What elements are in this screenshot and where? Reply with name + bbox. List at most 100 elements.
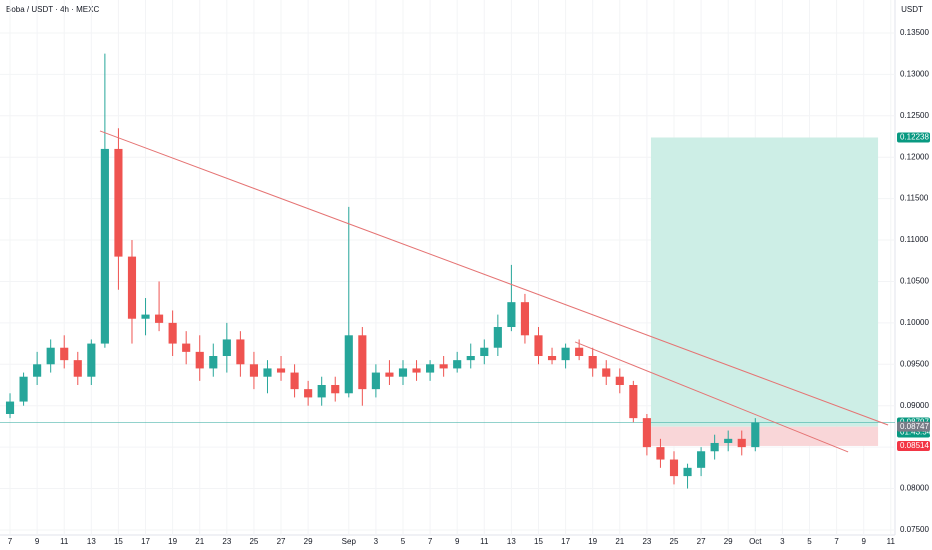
candle-body [114, 148, 123, 257]
candle-body [100, 148, 109, 344]
candle-body [588, 356, 597, 369]
candle-body [73, 360, 82, 377]
candle-body [19, 376, 28, 402]
candle-body [304, 389, 313, 398]
candle-body [466, 356, 475, 361]
target-price-label: 0.12238 [900, 133, 929, 142]
candle-body [453, 360, 462, 369]
y-tick-label: 0.09000 [900, 401, 929, 410]
x-tick-label: 25 [670, 537, 679, 546]
candle-body [182, 343, 191, 352]
candle-body [724, 438, 733, 443]
candle-body [358, 335, 367, 390]
x-tick-label: Oct [749, 537, 762, 546]
x-tick-label: 7 [8, 537, 13, 546]
candle-body [480, 347, 489, 357]
candle-body [656, 447, 665, 460]
candle-body [33, 364, 42, 377]
candle-body [385, 372, 394, 377]
y-tick-label: 0.07500 [900, 525, 929, 534]
x-tick-label: 7 [834, 537, 839, 546]
last-price-label-countdown: 01:43:54 [900, 428, 932, 437]
candle-body [222, 339, 231, 357]
x-tick-label: 9 [35, 537, 40, 546]
entry-price-label-bg [897, 421, 930, 432]
candle-body [439, 364, 448, 369]
candle-body [642, 418, 651, 448]
candle-body [236, 339, 245, 365]
loss-zone [650, 426, 879, 446]
y-tick-label: 0.12500 [900, 111, 929, 120]
x-tick-label: 21 [195, 537, 204, 546]
y-tick-label: 0.13000 [900, 69, 929, 78]
y-tick-label: 0.11000 [900, 235, 929, 244]
y-tick-label: 0.13500 [900, 28, 929, 37]
x-tick-label: 7 [428, 537, 433, 546]
candle-body [426, 364, 435, 373]
y-tick-label: 0.08000 [900, 484, 929, 493]
stop-price-label: 0.08514 [900, 441, 929, 450]
candle-body [398, 368, 408, 377]
candle-body [127, 256, 137, 319]
candle-body [46, 347, 55, 365]
x-tick-label: 5 [401, 537, 406, 546]
currency-label: USDT [901, 5, 923, 14]
candle-body [290, 372, 299, 390]
candle-body [710, 442, 719, 452]
x-tick-label: 17 [141, 537, 150, 546]
candle-body [249, 364, 258, 377]
candle-body [141, 314, 150, 319]
candle-body [507, 302, 516, 328]
x-tick-label: 3 [780, 537, 785, 546]
x-tick-label: 19 [168, 537, 177, 546]
target-price-label-bg [897, 132, 930, 143]
x-tick-label: 9 [455, 537, 460, 546]
candle-body [263, 368, 272, 377]
x-tick-label: 9 [861, 537, 866, 546]
chart-title: Boba / USDT · 4h · MEXC [6, 5, 99, 14]
trendline [99, 130, 889, 426]
y-tick-label: 0.09500 [900, 359, 929, 368]
x-tick-label: 5 [807, 537, 812, 546]
y-tick-label: 0.10500 [900, 277, 929, 286]
candle-body [412, 368, 421, 373]
candle-body [317, 384, 326, 398]
candle-body [629, 384, 638, 419]
candle-body [344, 335, 353, 394]
candle-body [575, 347, 584, 357]
y-tick-label: 0.11500 [900, 194, 929, 203]
x-tick-label: 27 [277, 537, 286, 546]
candle-body [60, 347, 69, 361]
candle-body [669, 459, 679, 477]
candle-body [615, 376, 624, 385]
x-tick-label: 25 [249, 537, 258, 546]
x-tick-label: 11 [60, 537, 69, 546]
candle-body [561, 347, 570, 361]
x-tick-label: 21 [615, 537, 624, 546]
x-tick-label: 15 [534, 537, 543, 546]
profit-zone [650, 137, 879, 427]
y-tick-label: 0.12000 [900, 152, 929, 161]
x-tick-label: 19 [588, 537, 597, 546]
candle-body [371, 372, 380, 390]
candle-body [168, 322, 177, 344]
trendline [574, 341, 849, 453]
x-tick-label: 23 [642, 537, 651, 546]
candle-body [751, 422, 760, 448]
x-tick-label: 3 [374, 537, 379, 546]
entry-price-label: 0.08747 [900, 422, 929, 431]
x-tick-label: 13 [507, 537, 516, 546]
candle-body [697, 451, 706, 468]
candle-body [602, 368, 611, 377]
candle-body [209, 356, 218, 369]
candle-body [276, 368, 286, 373]
x-tick-label: 27 [697, 537, 706, 546]
candle-body [737, 438, 746, 448]
candle-body [493, 327, 502, 348]
candle-body [534, 335, 543, 357]
candle-body [87, 343, 96, 377]
x-tick-label: 29 [724, 537, 733, 546]
x-tick-label: 13 [87, 537, 96, 546]
stop-price-label-bg [897, 440, 930, 451]
